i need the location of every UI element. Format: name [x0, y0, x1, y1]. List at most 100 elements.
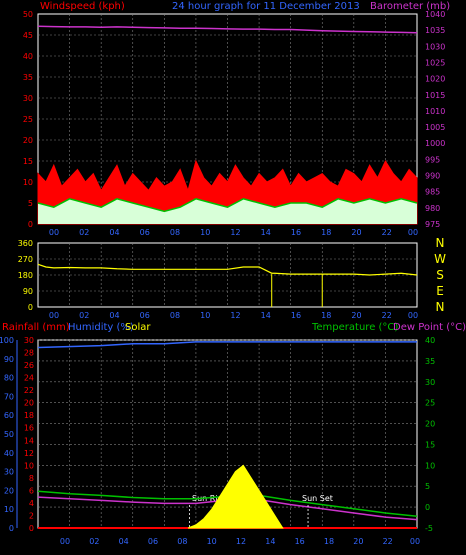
- baro-y-tick: 1005: [425, 123, 445, 132]
- x-tick-label: 00: [408, 228, 418, 237]
- x-tick-label: 06: [148, 537, 158, 546]
- rain-y-tick: 4: [29, 499, 34, 508]
- rain-y-tick: 16: [24, 424, 34, 433]
- rain-y-tick: 6: [29, 486, 34, 495]
- rain-y-tick: 28: [24, 349, 34, 358]
- direction-y-tick: 180: [18, 271, 33, 280]
- rain-y-tick: 8: [29, 474, 34, 483]
- x-tick-label: 22: [383, 537, 393, 546]
- rain-y-tick: 14: [24, 436, 34, 445]
- x-tick-label: 14: [265, 537, 275, 546]
- temperature-y-tick: 30: [425, 378, 435, 387]
- wind-y-tick: 50: [23, 10, 33, 19]
- x-tick-label: 16: [295, 537, 305, 546]
- compass-label: W: [434, 252, 446, 266]
- x-tick-label: 18: [324, 537, 334, 546]
- wind-average-area: [38, 198, 417, 224]
- x-tick-label: 12: [230, 228, 240, 237]
- solar-axis-label: Solar: [125, 322, 151, 333]
- x-tick-label: 08: [170, 228, 180, 237]
- compass-label: N: [436, 300, 445, 314]
- temperature-y-tick: 35: [425, 357, 435, 366]
- temperature-y-tick: 5: [425, 482, 430, 491]
- panel-frames: [16, 13, 418, 529]
- x-tick-label: 10: [200, 228, 210, 237]
- direction-y-tick: 360: [18, 239, 33, 248]
- wind-y-tick: 30: [23, 94, 33, 103]
- sunrise-label: Sun Rise: [192, 494, 227, 503]
- baro-y-tick: 980: [425, 204, 440, 213]
- humidity-y-tick: 20: [4, 486, 14, 495]
- wind-y-tick: 35: [23, 73, 33, 82]
- x-tick-label: 10: [200, 311, 210, 320]
- temperature-y-tick: 0: [425, 503, 430, 512]
- temperature-y-tick: 20: [425, 420, 435, 429]
- x-tick-label: 00: [408, 311, 418, 320]
- dewpoint-axis-label: Dew Point (°C): [393, 322, 466, 333]
- barometer-line: [37, 25, 418, 34]
- x-tick-label: 00: [410, 537, 420, 546]
- compass-label: E: [436, 284, 444, 298]
- rain-y-tick: 26: [24, 361, 34, 370]
- x-tick-label: 16: [291, 228, 301, 237]
- x-tick-label: 10: [207, 537, 217, 546]
- x-tick-label: 14: [261, 311, 271, 320]
- temperature-y-tick: 40: [425, 336, 435, 345]
- baro-y-tick: 1025: [425, 58, 445, 67]
- compass-label: S: [436, 268, 444, 282]
- wind-axis-label: Windspeed (kph): [40, 1, 125, 12]
- baro-y-tick: 995: [425, 155, 440, 164]
- rain-y-tick: 12: [24, 449, 34, 458]
- wind-y-tick: 40: [23, 52, 33, 61]
- sunset-label: Sun Set: [302, 494, 333, 503]
- humidity-y-tick: 30: [4, 468, 14, 477]
- direction-y-tick: 0: [28, 303, 33, 312]
- baro-y-tick: 1000: [425, 139, 445, 148]
- rain-y-tick: 20: [24, 399, 34, 408]
- wind-y-tick: 20: [23, 136, 33, 145]
- barometer-axis-label: Barometer (mb): [370, 1, 450, 12]
- humidity-y-tick: 10: [4, 505, 14, 514]
- rain-y-tick: 0: [29, 524, 34, 533]
- x-tick-label: 02: [79, 228, 89, 237]
- x-tick-label: 14: [261, 228, 271, 237]
- humidity-y-tick: 40: [4, 449, 14, 458]
- chart-title: 24 hour graph for 11 December 2013: [172, 1, 360, 12]
- baro-y-tick: 1040: [425, 10, 445, 19]
- compass-label: N: [436, 236, 445, 250]
- x-tick-label: 00: [60, 537, 70, 546]
- baro-y-tick: 1030: [425, 42, 445, 51]
- humidity-y-tick: 90: [4, 355, 14, 364]
- x-tick-label: 12: [230, 311, 240, 320]
- baro-y-tick: 1020: [425, 75, 445, 84]
- humidity-y-tick: 0: [9, 524, 14, 533]
- direction-y-tick: 90: [23, 287, 33, 296]
- wind-direction-line: [37, 263, 418, 276]
- x-tick-label: 22: [382, 228, 392, 237]
- x-tick-label: 20: [351, 311, 361, 320]
- temperature-y-tick: 10: [425, 461, 435, 470]
- x-tick-label: 04: [109, 311, 119, 320]
- x-tick-label: 16: [291, 311, 301, 320]
- humidity-line: [37, 341, 417, 349]
- x-tick-label: 02: [79, 311, 89, 320]
- wind-y-tick: 5: [28, 199, 33, 208]
- x-tick-label: 22: [382, 311, 392, 320]
- temperature-y-tick: 15: [425, 440, 435, 449]
- baro-y-tick: 985: [425, 188, 440, 197]
- wind-y-tick: 45: [23, 31, 33, 40]
- x-tick-label: 00: [49, 311, 59, 320]
- baro-y-tick: 975: [425, 220, 440, 229]
- wind-y-tick: 25: [23, 115, 33, 124]
- rain-y-tick: 2: [29, 511, 34, 520]
- x-tick-label: 18: [321, 228, 331, 237]
- x-tick-label: 20: [351, 228, 361, 237]
- temperature-y-tick: 25: [425, 399, 435, 408]
- wind-y-tick: 15: [23, 157, 33, 166]
- humidity-axis-label: Humidity (%): [68, 322, 134, 333]
- temperature-axis-label: Temperature (°C): [311, 322, 398, 333]
- solar-area: [187, 464, 284, 529]
- x-tick-label: 06: [140, 311, 150, 320]
